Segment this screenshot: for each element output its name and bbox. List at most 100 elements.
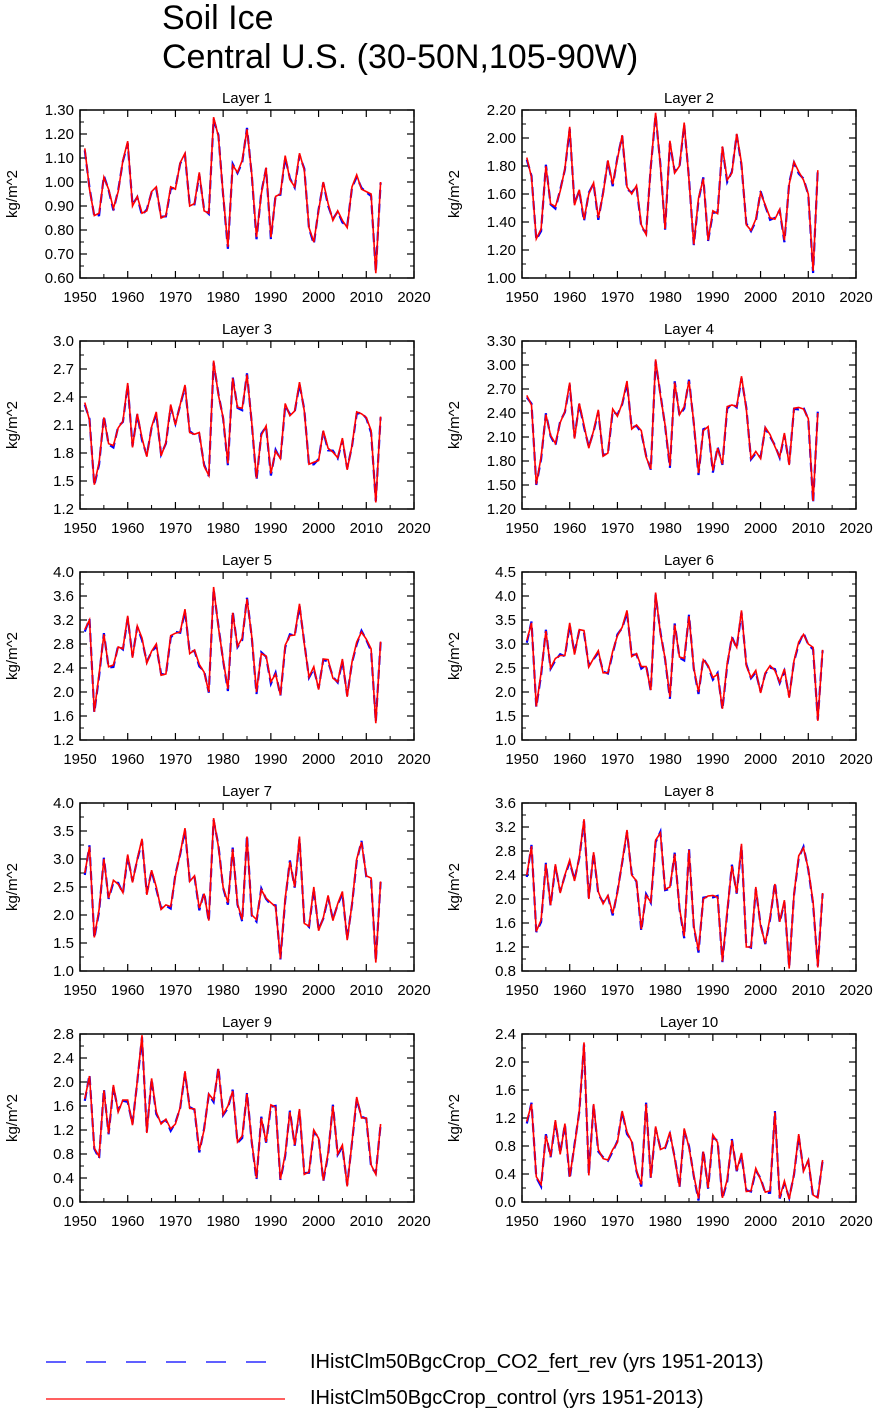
panel3-title: Layer 3 — [222, 321, 272, 338]
panel4-xtick-label: 1950 — [505, 520, 538, 537]
panel4-ytick-label: 2.70 — [487, 381, 516, 398]
panel8-xtick-label: 2000 — [744, 982, 777, 999]
panel9-title: Layer 9 — [222, 1014, 272, 1031]
panel6-xtick-label: 1950 — [505, 751, 538, 768]
panel4-ytick-label: 1.80 — [487, 453, 516, 470]
panel1-ytick-label: 0.60 — [45, 270, 74, 287]
panel2-xtick-label: 1960 — [553, 289, 586, 306]
panel5-xtick-label: 2010 — [350, 751, 383, 768]
panel1-ytick-label: 1.10 — [45, 150, 74, 167]
panel7-frame — [79, 802, 415, 972]
panel10-xtick-label: 1980 — [648, 1213, 681, 1230]
panel7-ytick-label: 1.5 — [53, 935, 74, 952]
panel6-title: Layer 6 — [664, 552, 714, 569]
panel10-xtick-label: 2020 — [839, 1213, 872, 1230]
panel9-xtick-label: 2010 — [350, 1213, 383, 1230]
panel10-ytick-label: 1.2 — [495, 1110, 516, 1127]
panel8-xtick-label: 1990 — [696, 982, 729, 999]
panel10-series-control — [526, 1042, 824, 1200]
panel5-ytick-label: 2.4 — [53, 660, 74, 677]
panel1-ytick-label: 0.90 — [45, 198, 74, 215]
panel2-xtick-label: 1990 — [696, 289, 729, 306]
panel8-xtick-label: 2010 — [792, 982, 825, 999]
panel8-series-co2-fert — [525, 821, 824, 968]
panel1-xtick-label: 1990 — [254, 289, 287, 306]
panel8-ytick-label: 0.8 — [495, 963, 516, 980]
panel1-series-co2-fert — [83, 118, 382, 272]
panel2-ytick-label: 2.00 — [487, 130, 516, 147]
panel8-ytick-label: 1.6 — [495, 915, 516, 932]
panel4-ytick-label: 1.20 — [487, 501, 516, 518]
panel10-frame — [521, 1033, 857, 1203]
panel5-series-co2-fert — [83, 588, 382, 722]
panel7-xtick-label: 2000 — [302, 982, 335, 999]
panel3-xtick-label: 1980 — [206, 520, 239, 537]
panel9-ytick-label: 1.2 — [53, 1122, 74, 1139]
panel9-xtick-label: 2000 — [302, 1213, 335, 1230]
panel2-xtick-label: 1950 — [505, 289, 538, 306]
panel9-ylabel: kg/m^2 — [4, 1094, 21, 1142]
panel7-ytick-label: 4.0 — [53, 795, 74, 812]
panel6-ytick-label: 2.5 — [495, 660, 516, 677]
panel4-series-control — [526, 359, 819, 502]
panel8-xtick-label: 1960 — [553, 982, 586, 999]
panel7-xtick-label: 1950 — [63, 982, 96, 999]
panel9-xtick-label: 2020 — [397, 1213, 430, 1230]
panel7-series-control — [84, 817, 382, 963]
panel10-ytick-label: 0.4 — [495, 1166, 516, 1183]
panel3-ytick-label: 2.4 — [53, 389, 74, 406]
panel6-ytick-label: 3.5 — [495, 612, 516, 629]
panel7-series-co2-fert — [83, 819, 382, 962]
panel2-series-control — [526, 112, 819, 272]
panel3-xtick-label: 1950 — [63, 520, 96, 537]
panel2-ytick-label: 1.80 — [487, 158, 516, 175]
panel4-xtick-label: 1970 — [601, 520, 634, 537]
panel10-ytick-label: 2.4 — [495, 1026, 516, 1043]
panel10-ytick-label: 2.0 — [495, 1054, 516, 1071]
panel10-xtick-label: 2000 — [744, 1213, 777, 1230]
panel5-ytick-label: 3.6 — [53, 588, 74, 605]
panel9-ytick-label: 2.8 — [53, 1026, 74, 1043]
panel6-xtick-label: 1990 — [696, 751, 729, 768]
panel1-ytick-label: 1.20 — [45, 126, 74, 143]
panel2-ytick-label: 1.40 — [487, 214, 516, 231]
panel7-xtick-label: 1960 — [111, 982, 144, 999]
panel1-series-control — [84, 117, 382, 274]
panel9-ytick-label: 2.0 — [53, 1074, 74, 1091]
panel2-ylabel: kg/m^2 — [446, 170, 463, 218]
panel10-xtick-label: 2010 — [792, 1213, 825, 1230]
panel3-series-control — [84, 360, 382, 503]
panel5-xtick-label: 2020 — [397, 751, 430, 768]
panel5-ytick-label: 1.6 — [53, 708, 74, 725]
panel9-frame — [79, 1033, 415, 1203]
panel7-xtick-label: 1990 — [254, 982, 287, 999]
panel8-title: Layer 8 — [664, 783, 714, 800]
panel9-xtick-label: 1990 — [254, 1213, 287, 1230]
panel10-xtick-label: 1970 — [601, 1213, 634, 1230]
panel3-frame — [79, 340, 415, 510]
legend-label-co2-fert: IHistClm50BgcCrop_CO2_fert_rev (yrs 1951… — [310, 1351, 764, 1373]
panel8-ytick-label: 2.0 — [495, 891, 516, 908]
panel6-ytick-label: 1.0 — [495, 732, 516, 749]
panel8-frame — [521, 802, 857, 972]
panel5-ytick-label: 4.0 — [53, 564, 74, 581]
panel4-title: Layer 4 — [664, 321, 714, 338]
panel7-xtick-label: 1970 — [159, 982, 192, 999]
panel6-xtick-label: 2000 — [744, 751, 777, 768]
panel10-ylabel: kg/m^2 — [446, 1094, 463, 1142]
panel7-xtick-label: 2020 — [397, 982, 430, 999]
panel1-ytick-label: 1.00 — [45, 174, 74, 191]
panel7-title: Layer 7 — [222, 783, 272, 800]
panel4-xtick-label: 2020 — [839, 520, 872, 537]
panel5-ytick-label: 2.8 — [53, 636, 74, 653]
panel3-xtick-label: 2020 — [397, 520, 430, 537]
panel8-ytick-label: 3.2 — [495, 819, 516, 836]
panel2-title: Layer 2 — [664, 90, 714, 107]
panel9-xtick-label: 1970 — [159, 1213, 192, 1230]
panel5-xtick-label: 1960 — [111, 751, 144, 768]
panel7-ytick-label: 3.0 — [53, 851, 74, 868]
panel8-xtick-label: 1950 — [505, 982, 538, 999]
panel6-ytick-label: 1.5 — [495, 708, 516, 725]
panel2-frame — [521, 109, 857, 279]
panel8-xtick-label: 2020 — [839, 982, 872, 999]
